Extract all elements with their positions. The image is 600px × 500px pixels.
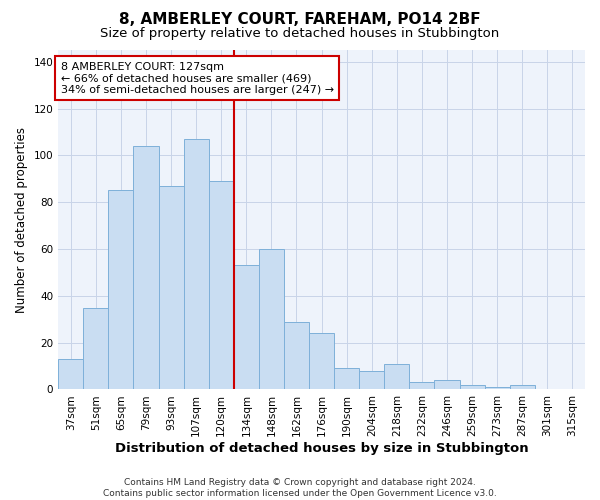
Bar: [510, 385, 535, 390]
Bar: [385, 364, 409, 390]
Bar: [259, 249, 284, 390]
Text: Size of property relative to detached houses in Stubbington: Size of property relative to detached ho…: [100, 28, 500, 40]
Text: Contains HM Land Registry data © Crown copyright and database right 2024.
Contai: Contains HM Land Registry data © Crown c…: [103, 478, 497, 498]
Bar: [284, 322, 309, 390]
Bar: [109, 190, 133, 390]
Bar: [184, 139, 209, 390]
Bar: [334, 368, 359, 390]
Text: 8 AMBERLEY COURT: 127sqm
← 66% of detached houses are smaller (469)
34% of semi-: 8 AMBERLEY COURT: 127sqm ← 66% of detach…: [61, 62, 334, 95]
Bar: [58, 359, 83, 390]
Text: 8, AMBERLEY COURT, FAREHAM, PO14 2BF: 8, AMBERLEY COURT, FAREHAM, PO14 2BF: [119, 12, 481, 28]
Bar: [209, 181, 234, 390]
Bar: [133, 146, 158, 390]
Bar: [83, 308, 109, 390]
Bar: [485, 387, 510, 390]
Bar: [234, 266, 259, 390]
Bar: [434, 380, 460, 390]
X-axis label: Distribution of detached houses by size in Stubbington: Distribution of detached houses by size …: [115, 442, 529, 455]
Bar: [359, 370, 385, 390]
Bar: [309, 334, 334, 390]
Bar: [460, 385, 485, 390]
Bar: [158, 186, 184, 390]
Bar: [409, 382, 434, 390]
Y-axis label: Number of detached properties: Number of detached properties: [15, 126, 28, 312]
